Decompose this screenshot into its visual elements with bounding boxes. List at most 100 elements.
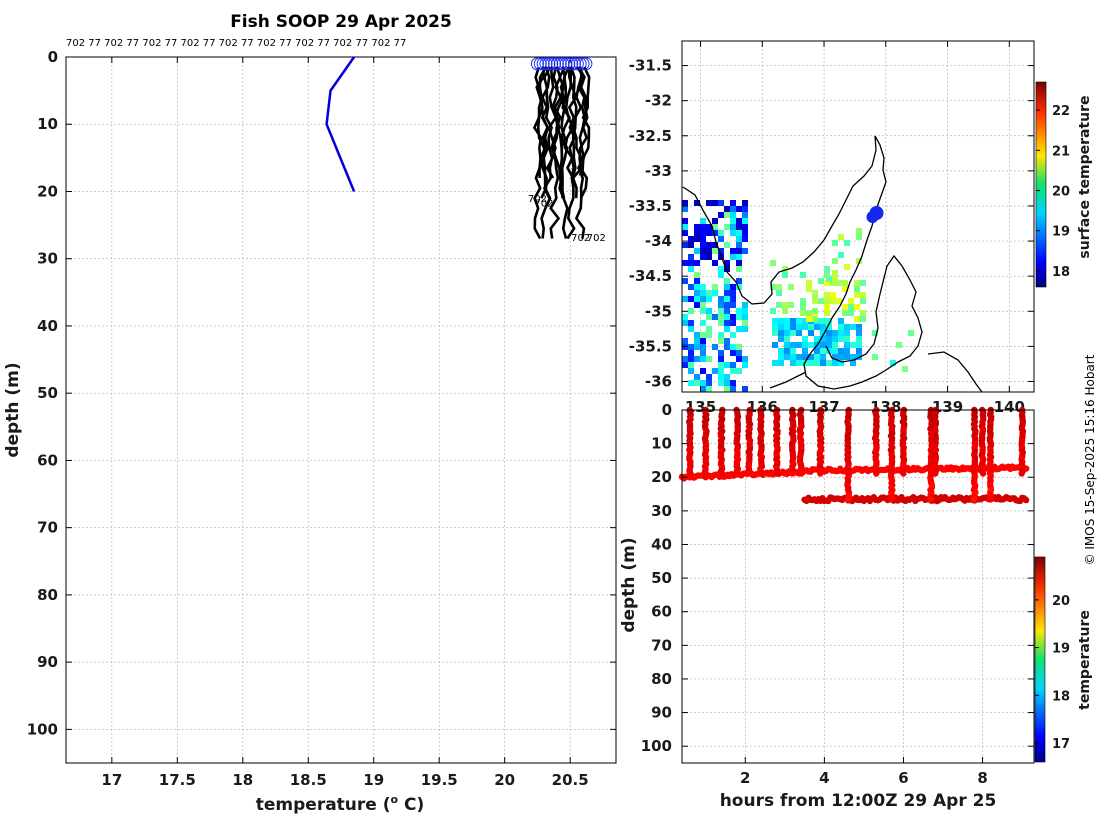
sst-cell (832, 360, 838, 366)
sst-cell (712, 248, 718, 254)
sst-cell (788, 302, 794, 308)
sst-cell (806, 316, 812, 322)
sst-cell (836, 280, 842, 286)
sst-cell (784, 354, 790, 360)
sst-cell (688, 308, 694, 314)
trace-start-marker (548, 57, 562, 71)
sst-cell (820, 348, 826, 354)
profile-x-tick-label: 19 (363, 771, 384, 789)
depth-time-y-ticks: 0 10 20 30 40 50 60 70 80 90 100 (641, 401, 1034, 755)
profile-top-labels: 702 77 702 77 702 77 702 77 702 77 702 7… (66, 38, 406, 49)
sst-cell (730, 344, 736, 350)
sst-cell (790, 324, 796, 330)
trace-start-marker (550, 57, 564, 71)
sst-cell (688, 254, 694, 260)
sst-cell (700, 254, 706, 260)
sst-cell (700, 380, 706, 386)
trace-start-marker (559, 57, 573, 71)
sst-cell (806, 280, 812, 286)
trace-start-marker (536, 57, 550, 71)
sst-cell (896, 342, 902, 348)
sst-cell (706, 308, 712, 314)
sst-cell (724, 206, 730, 212)
sst-cell (772, 324, 778, 330)
sst-cell (796, 342, 802, 348)
sst-cell (742, 308, 748, 314)
sst-cell (856, 228, 862, 234)
sst-cell (688, 320, 694, 326)
sst-cell (742, 386, 748, 392)
sst-cell (724, 308, 730, 314)
sst-cell (688, 344, 694, 350)
sst-colorbar-tick-label: 21 (1052, 144, 1070, 159)
sst-cell (718, 296, 724, 302)
sst-cell (694, 272, 700, 278)
profile-y-ticks: 0 10 20 30 40 50 60 70 80 90 100 (27, 48, 616, 738)
trace-start-marker (579, 57, 593, 71)
depth-time-point (798, 470, 805, 477)
map-y-tick-label: -34.5 (629, 267, 672, 285)
depth-time-point (887, 496, 895, 503)
sst-cell (724, 278, 730, 284)
sst-cell (700, 236, 706, 242)
sst-cell (712, 344, 718, 350)
sst-cell (856, 234, 862, 240)
trace-start-marker (545, 57, 559, 71)
profile-y-tick-label: 0 (48, 48, 58, 66)
sst-cell (860, 280, 866, 286)
sst-cell (730, 230, 736, 236)
sst-cell (818, 278, 824, 284)
sst-cell (826, 342, 832, 348)
sst-cell (706, 356, 712, 362)
sst-cell (682, 218, 688, 224)
profile-x-tick-label: 18 (232, 771, 253, 789)
sst-cell (700, 344, 706, 350)
sst-cell (730, 206, 736, 212)
trace-label: 77 (570, 167, 583, 178)
profile-x-tick-label: 20 (494, 771, 515, 789)
sst-cell (700, 248, 706, 254)
sst-cell (776, 290, 782, 296)
sst-cell (736, 230, 742, 236)
sst-cell (730, 248, 736, 254)
depth-time-point (733, 470, 741, 477)
map-y-tick-label: -34 (645, 232, 672, 250)
depth-time-point (932, 470, 939, 477)
sst-cell (802, 318, 808, 324)
sst-cell (700, 218, 706, 224)
sst-cell (688, 266, 694, 272)
sst-cell (832, 336, 838, 342)
sst-cell (908, 330, 914, 336)
sst-cell (724, 290, 730, 296)
sst-cell (736, 326, 742, 332)
map-y-ticks: -31.5 -32 -32.5 -33 -33.5 -34 -34.5 -35 -35.5 -36 (629, 57, 1034, 390)
sst-cell (778, 330, 784, 336)
sst-cell (772, 342, 778, 348)
trace-start-marker (530, 57, 544, 71)
sst-cell (784, 336, 790, 342)
sst-cell (824, 266, 830, 272)
trace-label: 702 (534, 198, 553, 209)
sst-cell (844, 324, 850, 330)
sst-cell (832, 342, 838, 348)
climatology-line (325, 56, 356, 192)
sst-cell (812, 290, 818, 296)
sst-cell (700, 284, 706, 290)
depth-time-point (873, 470, 880, 477)
sst-cell (688, 284, 694, 290)
sst-cell (688, 368, 694, 374)
sst-cell (730, 296, 736, 302)
sst-cell (844, 342, 850, 348)
sst-cell (694, 338, 700, 344)
depth-time-y-tick-label: 70 (651, 636, 672, 654)
profile-x-tick-label: 17 (101, 771, 122, 789)
sst-cell (700, 332, 706, 338)
depth-time-panel: 2 4 6 8 0 10 20 30 40 50 60 70 80 90 100 hours from 1… (619, 401, 1093, 811)
sst-cell (724, 296, 730, 302)
sst-cell (688, 356, 694, 362)
map-x-tick-label: 136 (747, 398, 778, 416)
temperature-colorbar (1034, 556, 1046, 763)
sst-cell (820, 324, 826, 330)
sst-cell (724, 362, 730, 368)
sst-cell (688, 260, 694, 266)
